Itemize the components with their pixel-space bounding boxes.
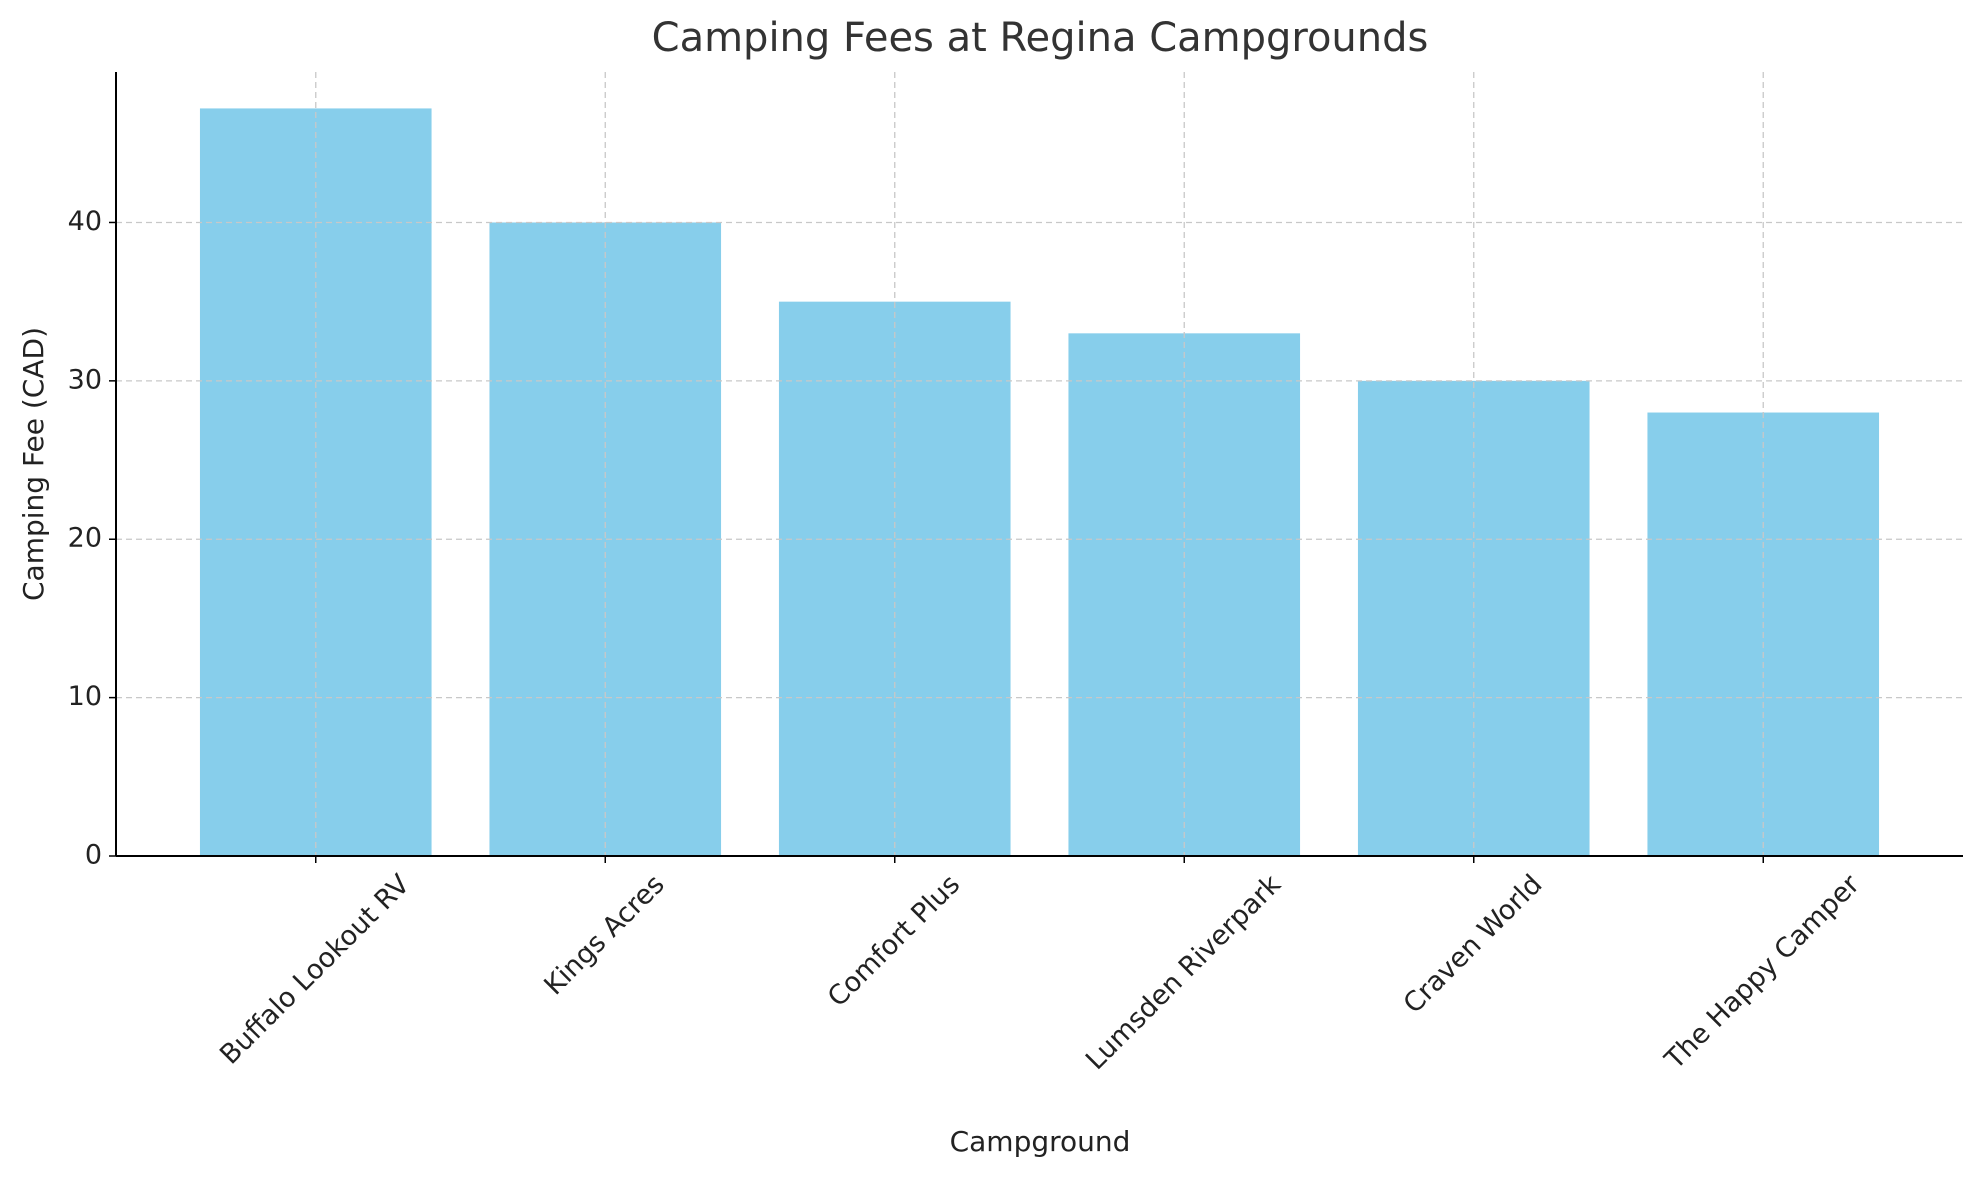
y-tick-label: 30 <box>68 364 102 395</box>
x-tick-label: Comfort Plus <box>822 869 966 1013</box>
y-tick-label: 0 <box>85 840 102 871</box>
y-tick-label: 20 <box>68 523 102 554</box>
x-tick-label: Lumsden Riverpark <box>1080 869 1287 1076</box>
x-tick-label: Buffalo Lookout RV <box>214 869 416 1071</box>
chart-title: Camping Fees at Regina Campgrounds <box>652 15 1429 61</box>
x-axis-label: Campground <box>950 1125 1131 1158</box>
y-tick-label: 10 <box>68 681 102 712</box>
x-tick-label: Kings Acres <box>538 869 670 1001</box>
x-tick-label: The Happy Camper <box>1659 868 1867 1076</box>
y-axis-label: Camping Fee (CAD) <box>17 327 50 601</box>
y-tick-label: 40 <box>68 206 102 237</box>
x-tick-label: Craven World <box>1398 869 1549 1020</box>
